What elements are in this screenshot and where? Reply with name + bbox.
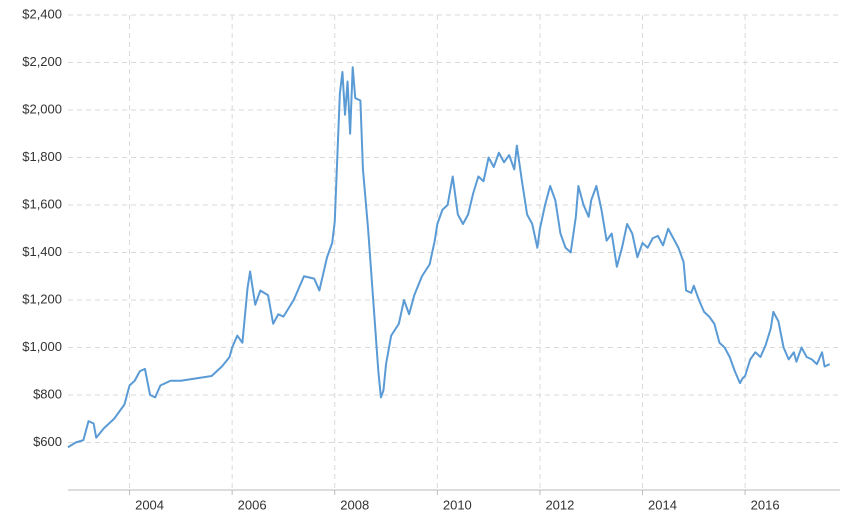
y-tick-label: $1,200 — [22, 291, 62, 306]
x-tick-label: 2008 — [340, 497, 369, 512]
y-tick-label: $800 — [33, 386, 62, 401]
price-line — [67, 66, 831, 449]
y-tick-label: $2,400 — [22, 6, 62, 21]
y-tick-label: $2,000 — [22, 101, 62, 116]
y-tick-label: $1,400 — [22, 244, 62, 259]
x-tick-label: 2004 — [135, 497, 164, 512]
y-tick-label: $1,600 — [22, 196, 62, 211]
x-tick-label: 2006 — [238, 497, 267, 512]
x-tick-label: 2010 — [443, 497, 472, 512]
y-tick-label: $1,800 — [22, 149, 62, 164]
y-tick-label: $1,000 — [22, 339, 62, 354]
x-tick-label: 2012 — [545, 497, 574, 512]
x-tick-label: 2014 — [648, 497, 677, 512]
y-tick-label: $2,200 — [22, 54, 62, 69]
x-tick-label: 2016 — [751, 497, 780, 512]
y-tick-label: $600 — [33, 434, 62, 449]
